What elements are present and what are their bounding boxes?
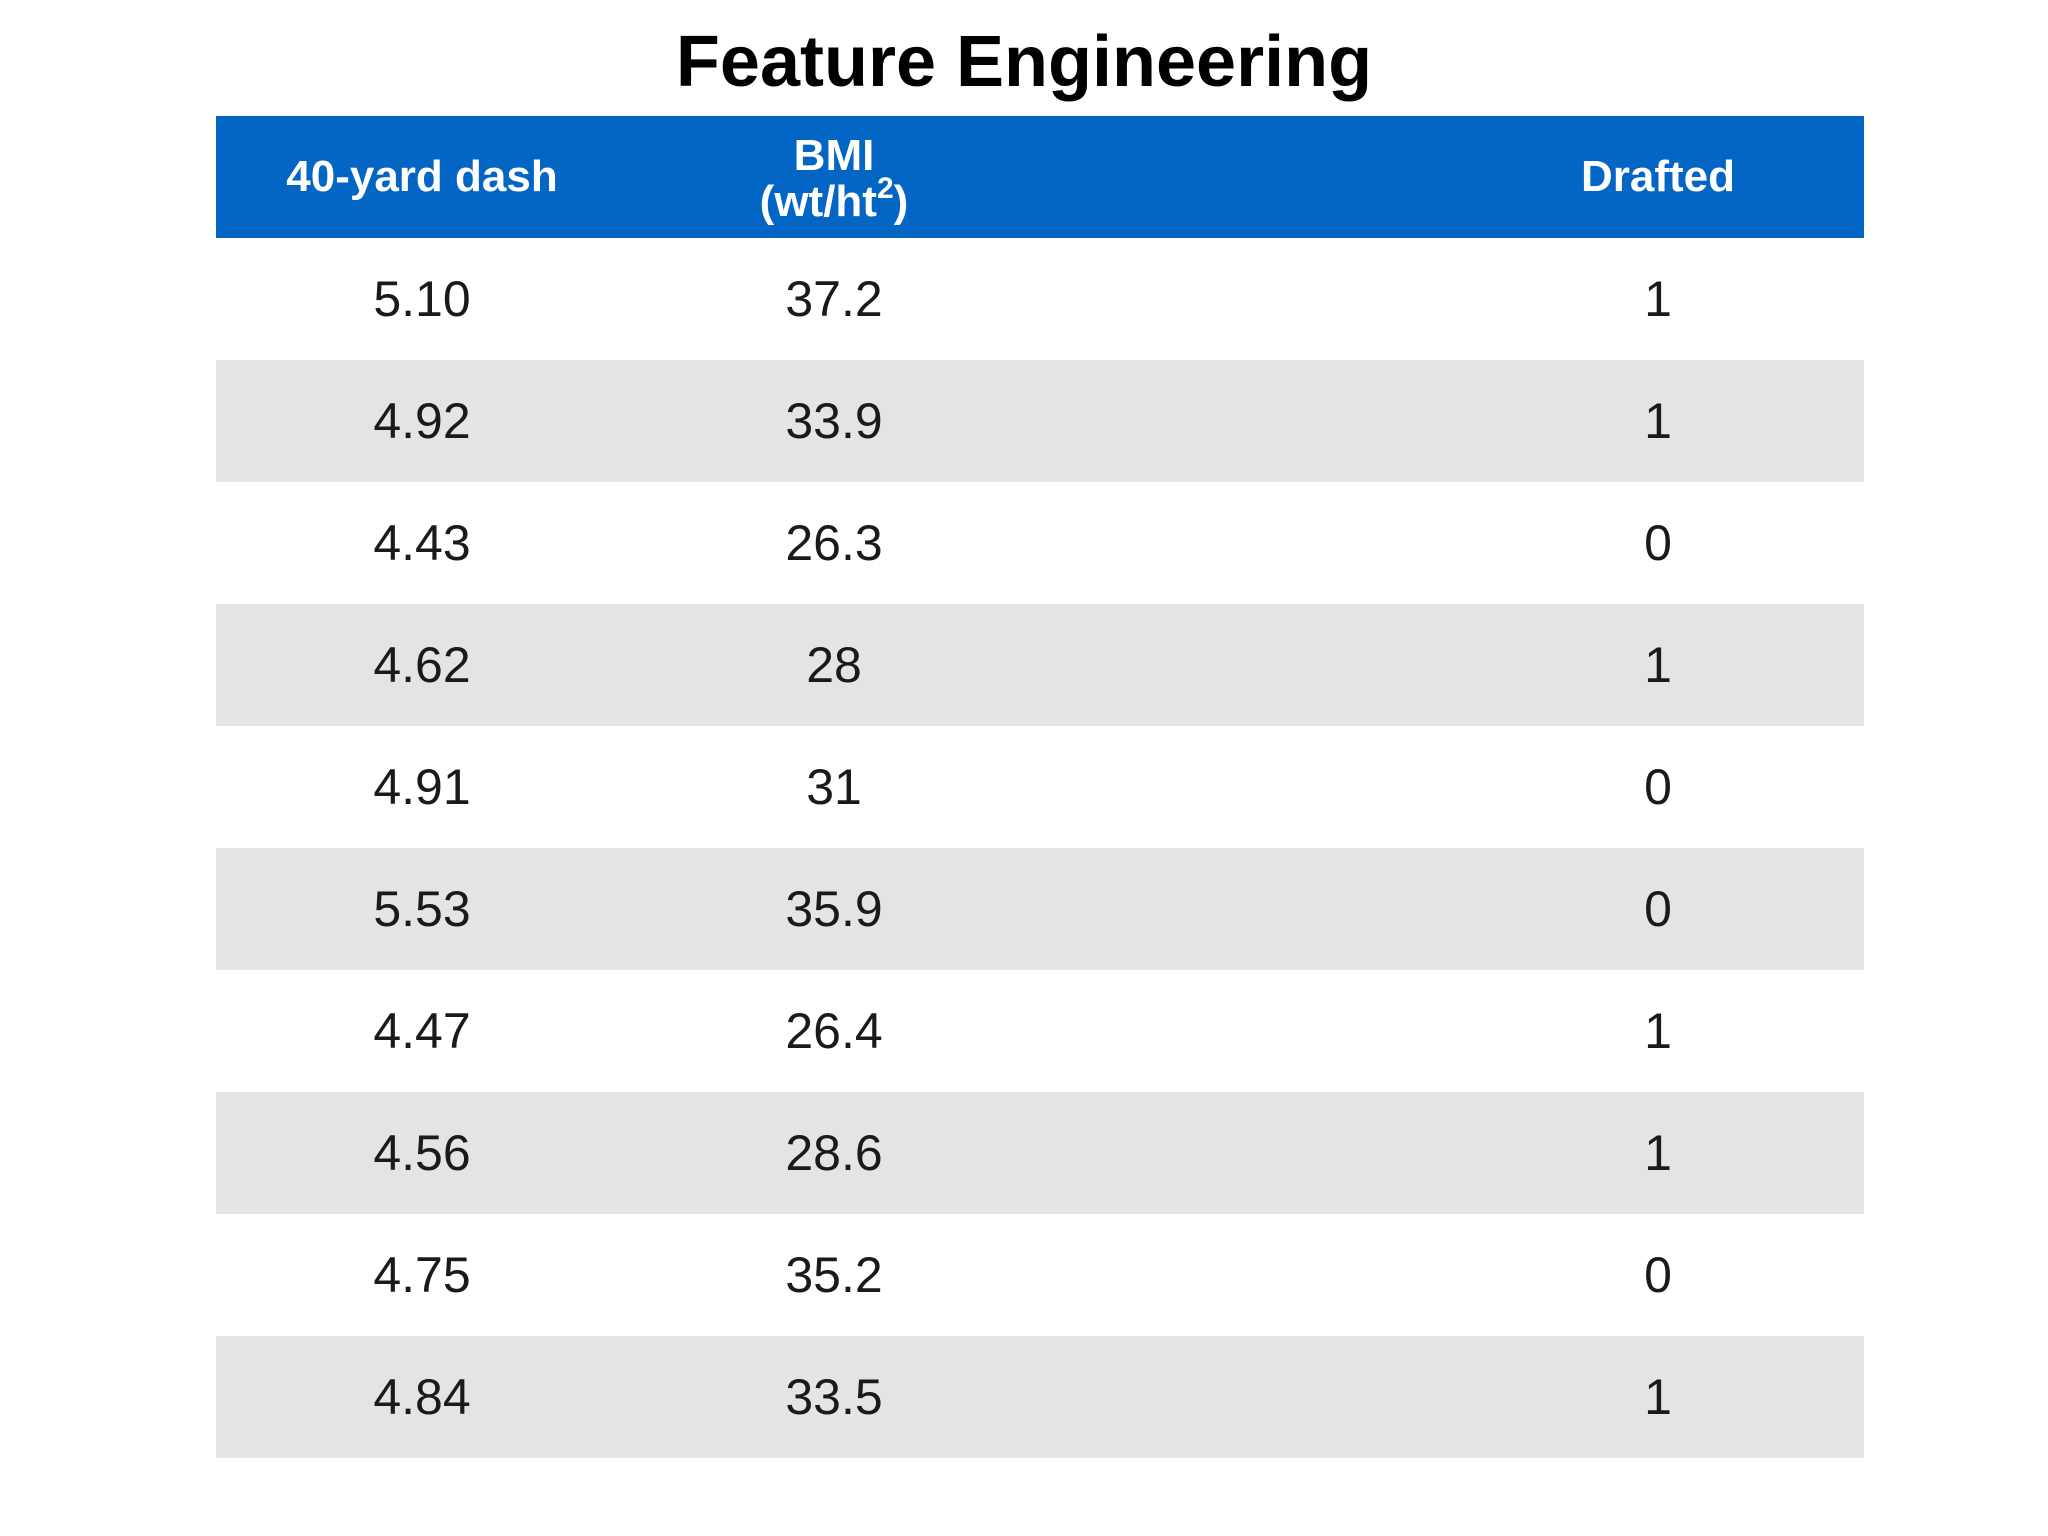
cell-spacer (1040, 848, 1452, 970)
cell-bmi: 33.9 (785, 393, 883, 449)
cell-spacer (1040, 604, 1452, 726)
table-row: 4.43 26.3 0 (216, 482, 1864, 604)
cell-bmi: 33.5 (785, 1369, 883, 1425)
cell-bmi: 28 (806, 637, 862, 693)
data-table: 40-yard dash BMI (wt/ht2) Drafted 5.10 37… (216, 116, 1864, 1458)
header-spacer (1040, 116, 1452, 238)
cell-dash: 4.75 (373, 1247, 471, 1303)
cell-drafted: 0 (1644, 759, 1672, 815)
cell-bmi: 26.3 (785, 515, 883, 571)
header-bmi-line2: (wt/ht2) (759, 174, 909, 226)
cell-spacer (1040, 482, 1452, 604)
header-bmi: BMI (wt/ht2) (628, 116, 1040, 238)
table-body: 5.10 37.2 1 4.92 33.9 1 4.43 26.3 0 4.62 28 1 4.91 31… (216, 238, 1864, 1458)
cell-dash: 4.62 (373, 637, 471, 693)
table-row: 5.53 35.9 0 (216, 848, 1864, 970)
cell-dash: 4.43 (373, 515, 471, 571)
header-bmi-close: ) (893, 177, 909, 226)
cell-drafted: 1 (1644, 1003, 1672, 1059)
cell-dash: 4.47 (373, 1003, 471, 1059)
header-bmi-line1: BMI (793, 131, 875, 180)
slide-title: Feature Engineering (675, 22, 1373, 102)
cell-bmi: 28.6 (785, 1125, 883, 1181)
cell-bmi: 37.2 (785, 271, 883, 327)
cell-spacer (1040, 360, 1452, 482)
cell-dash: 5.53 (373, 881, 471, 937)
cell-drafted: 1 (1644, 393, 1672, 449)
header-dash: 40-yard dash (286, 152, 558, 201)
table-row: 4.56 28.6 1 (216, 1092, 1864, 1214)
cell-drafted: 0 (1644, 881, 1672, 937)
table-row: 4.47 26.4 1 (216, 970, 1864, 1092)
cell-dash: 4.84 (373, 1369, 471, 1425)
cell-spacer (1040, 1214, 1452, 1336)
cell-spacer (1040, 970, 1452, 1092)
table-row: 4.91 31 0 (216, 726, 1864, 848)
cell-bmi: 26.4 (785, 1003, 883, 1059)
table-row: 4.62 28 1 (216, 604, 1864, 726)
table-row: 4.75 35.2 0 (216, 1214, 1864, 1336)
cell-drafted: 1 (1644, 637, 1672, 693)
cell-dash: 4.92 (373, 393, 471, 449)
header-drafted: Drafted (1580, 152, 1736, 201)
cell-spacer (1040, 1336, 1452, 1458)
cell-drafted: 0 (1644, 1247, 1672, 1303)
table-row: 5.10 37.2 1 (216, 238, 1864, 360)
cell-drafted: 1 (1644, 1369, 1672, 1425)
cell-drafted: 1 (1644, 271, 1672, 327)
header-bmi-unit: (wt/ht (759, 177, 877, 226)
table-row: 4.84 33.5 1 (216, 1336, 1864, 1458)
cell-spacer (1040, 726, 1452, 848)
table-row: 4.92 33.9 1 (216, 360, 1864, 482)
cell-bmi: 31 (806, 759, 862, 815)
table-header: 40-yard dash BMI (wt/ht2) Drafted (216, 116, 1864, 238)
cell-drafted: 1 (1644, 1125, 1672, 1181)
cell-bmi: 35.2 (785, 1247, 883, 1303)
cell-spacer (1040, 238, 1452, 360)
cell-dash: 4.91 (373, 759, 471, 815)
cell-drafted: 0 (1644, 515, 1672, 571)
cell-dash: 5.10 (373, 271, 471, 327)
cell-dash: 4.56 (373, 1125, 471, 1181)
cell-bmi: 35.9 (785, 881, 883, 937)
header-bmi-superscript: 2 (876, 172, 894, 205)
cell-spacer (1040, 1092, 1452, 1214)
